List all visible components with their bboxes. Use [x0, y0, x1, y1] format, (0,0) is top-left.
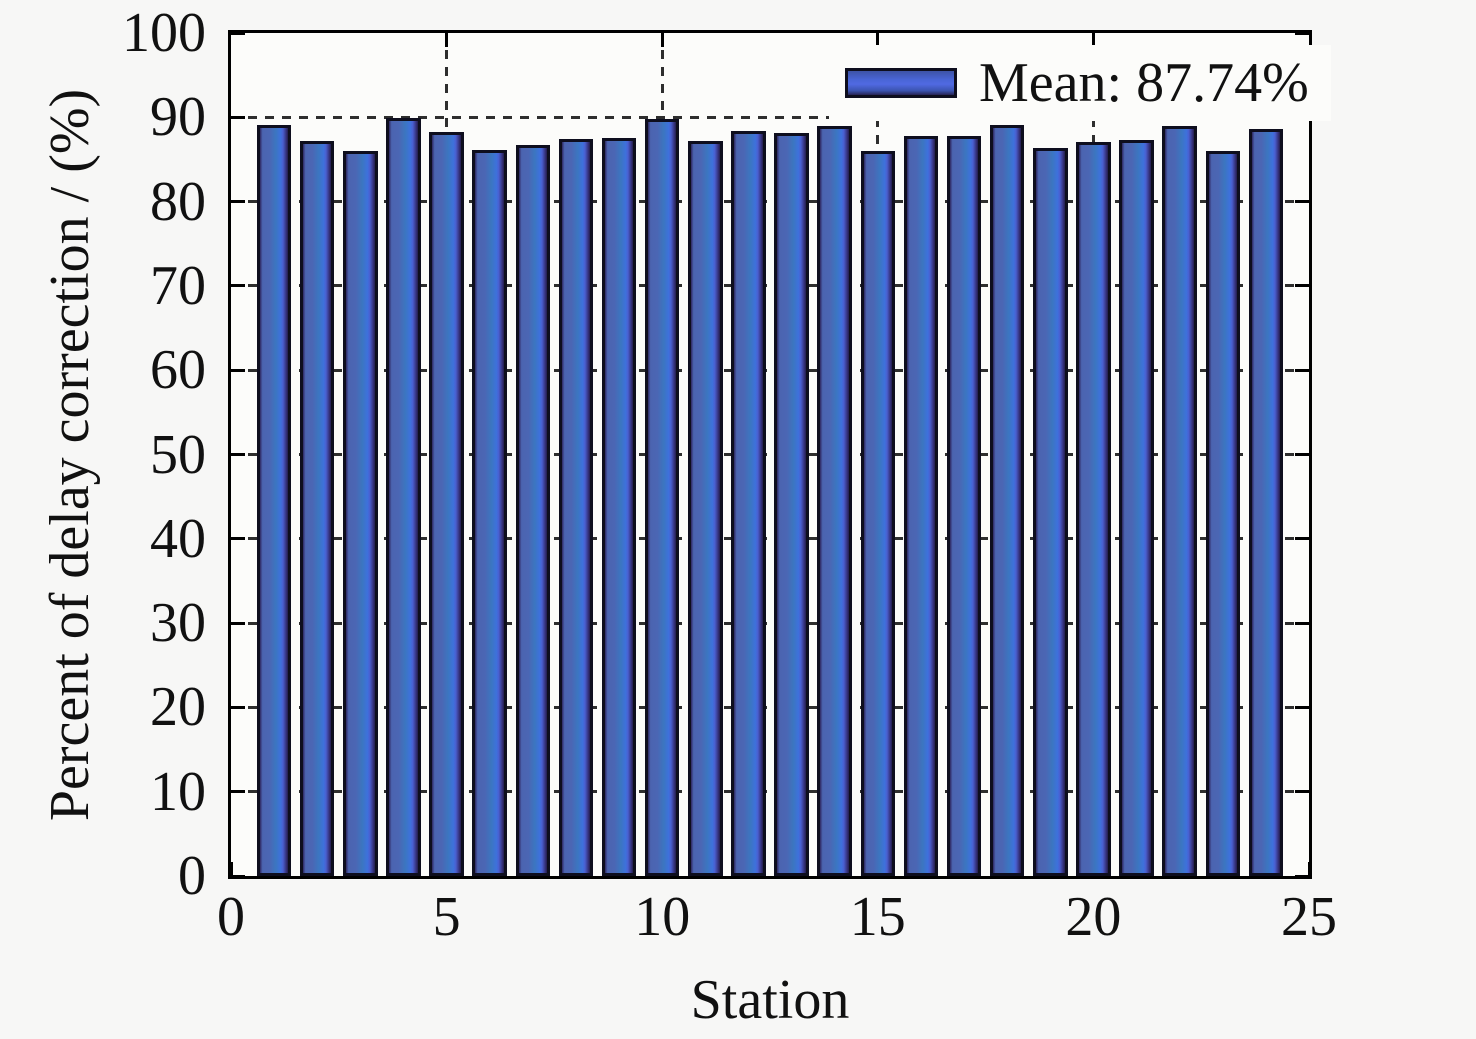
bar-station-5 — [429, 132, 464, 876]
bar-station-13 — [774, 133, 809, 876]
x-tick-top-10 — [660, 33, 664, 47]
legend-swatch — [845, 68, 957, 98]
y-tick-left-80 — [231, 200, 245, 204]
y-tick-label-30: 30 — [150, 592, 206, 655]
y-tick-right-0 — [1295, 874, 1309, 876]
y-tick-label-80: 80 — [150, 170, 206, 233]
y-tick-left-10 — [231, 790, 245, 794]
y-tick-left-30 — [231, 621, 245, 625]
bar-station-10 — [644, 119, 680, 876]
y-tick-left-100 — [231, 33, 245, 35]
y-tick-right-20 — [1295, 705, 1309, 709]
y-tick-label-90: 90 — [150, 86, 206, 149]
bar-station-23 — [1205, 151, 1240, 876]
h-gridline-50 — [231, 453, 1309, 456]
bar-station-17 — [946, 135, 982, 876]
bar-station-8 — [558, 139, 594, 876]
y-tick-right-30 — [1295, 621, 1309, 625]
h-gridline-70 — [231, 284, 1309, 288]
plot-area: Mean: 87.74% — [228, 30, 1331, 879]
y-tick-label-20: 20 — [150, 676, 206, 739]
bar-station-22 — [1162, 125, 1197, 876]
y-tick-right-100 — [1295, 33, 1309, 35]
bar-station-16 — [903, 135, 939, 876]
y-tick-left-70 — [231, 284, 245, 288]
legend: Mean: 87.74% — [829, 45, 1331, 121]
bar-station-12 — [731, 130, 766, 876]
plot-inner — [231, 33, 1309, 876]
bar-station-15 — [860, 151, 896, 876]
y-tick-label-60: 60 — [150, 339, 206, 402]
y-tick-left-50 — [231, 453, 245, 456]
y-tick-right-10 — [1295, 790, 1309, 794]
y-tick-label-0: 0 — [178, 845, 206, 907]
x-tick-top-5 — [445, 33, 449, 47]
x-tick-label-25: 25 — [1281, 886, 1337, 948]
bar-station-1 — [256, 124, 292, 876]
bar-station-4 — [386, 118, 421, 876]
x-tick-top-20 — [1091, 33, 1095, 47]
bar-station-3 — [343, 151, 378, 876]
h-gridline-10 — [231, 790, 1309, 794]
x-tick-label-5: 5 — [432, 886, 461, 948]
y-tick-right-50 — [1295, 453, 1309, 456]
bar-station-6 — [472, 150, 507, 876]
y-tick-label-50: 50 — [150, 423, 206, 486]
x-tick-bottom-0 — [231, 862, 233, 876]
x-tick-labels: 0 5 10 15 20 25 — [217, 886, 1337, 953]
legend-label: Mean: 87.74% — [979, 52, 1309, 114]
bar-station-9 — [601, 137, 637, 876]
x-tick-label-20: 20 — [1065, 886, 1122, 948]
bar-station-19 — [1033, 147, 1068, 876]
x-tick-label-10: 10 — [634, 886, 691, 948]
bar-station-18 — [989, 124, 1025, 876]
y-tick-label-70: 70 — [150, 254, 206, 317]
y-tick-label-40: 40 — [150, 507, 206, 570]
x-tick-label-0: 0 — [217, 886, 245, 948]
y-tick-left-0 — [231, 874, 245, 876]
bar-station-7 — [515, 145, 551, 876]
x-tick-top-15 — [876, 33, 880, 47]
y-tick-right-70 — [1295, 284, 1309, 288]
h-gridline-20 — [231, 705, 1309, 709]
y-tick-left-60 — [231, 368, 245, 372]
y-tick-labels: 0 10 20 30 40 50 60 70 80 90 100 — [0, 5, 206, 904]
bar-station-11 — [688, 140, 723, 876]
h-gridline-60 — [231, 368, 1309, 372]
h-gridline-90 — [231, 115, 1309, 119]
x-axis-title: Station — [690, 969, 850, 1031]
h-gridline-80 — [231, 200, 1309, 204]
h-gridline-30 — [231, 621, 1309, 625]
bar-station-20 — [1076, 141, 1111, 876]
y-tick-left-40 — [231, 537, 245, 541]
bar-station-14 — [817, 125, 852, 876]
bar-station-2 — [299, 140, 335, 876]
y-tick-label-10: 10 — [150, 760, 206, 823]
h-gridline-40 — [231, 537, 1309, 541]
x-tick-bottom-25 — [1307, 862, 1309, 876]
y-tick-left-20 — [231, 705, 245, 709]
x-tick-label-15: 15 — [849, 886, 906, 948]
y-tick-right-80 — [1295, 200, 1309, 204]
y-tick-left-90 — [231, 115, 245, 119]
bar-station-24 — [1248, 129, 1284, 876]
y-tick-label-100: 100 — [122, 2, 206, 64]
bar-station-21 — [1119, 140, 1154, 876]
y-tick-right-60 — [1295, 368, 1309, 372]
y-tick-right-40 — [1295, 537, 1309, 541]
